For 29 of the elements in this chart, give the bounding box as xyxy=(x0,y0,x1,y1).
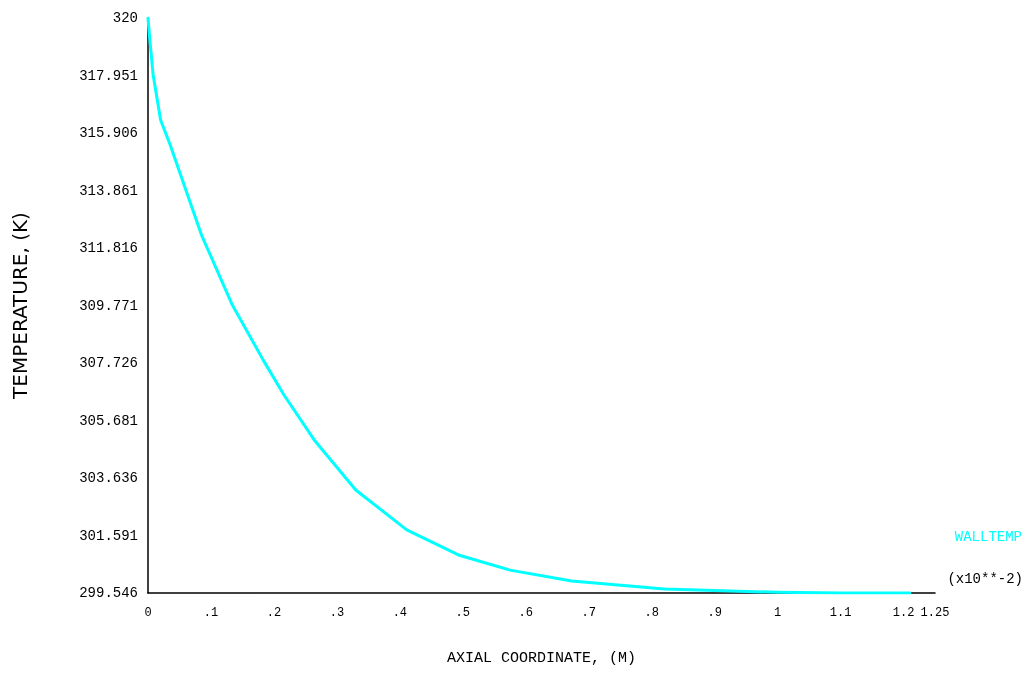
y-tick-label: 311.816 xyxy=(79,240,138,257)
x-tick-label: .1 xyxy=(203,606,219,620)
y-tick-label: 313.861 xyxy=(79,182,138,199)
x-tick-label: 1.1 xyxy=(829,606,852,620)
x-tick-label: 1 xyxy=(774,606,782,620)
y-tick-label: 303.636 xyxy=(79,470,138,487)
y-tick-label: 317.951 xyxy=(79,67,138,84)
y-tick-label: 320 xyxy=(112,10,138,27)
x-tick-label: 1.2 xyxy=(892,606,915,620)
x-tick-label: 1.25 xyxy=(920,606,950,620)
x-tick-label: .8 xyxy=(644,606,659,620)
x-tick-label: 0 xyxy=(144,606,152,620)
x-tick-label: .6 xyxy=(518,606,533,620)
x-tick-label: .2 xyxy=(266,606,282,620)
x-tick-label: .9 xyxy=(707,606,722,620)
y-tick-label: 315.906 xyxy=(79,125,138,142)
text: (x10**-2) xyxy=(947,571,1024,587)
y-tick-label: 299.546 xyxy=(79,585,138,601)
y-tick-label: 305.681 xyxy=(79,412,138,429)
y-axis-title: TEMPERATURE, (K) xyxy=(8,212,32,400)
x-tick-label: .3 xyxy=(329,606,345,620)
x-tick-label: .7 xyxy=(581,606,596,620)
y-tick-label: 309.771 xyxy=(79,297,138,314)
x-tick-label: .4 xyxy=(392,606,408,620)
y-tick-label: 301.591 xyxy=(79,527,138,544)
x-axis-title: AXIAL COORDINATE, (M) xyxy=(446,650,637,667)
y-tick-label: 307.726 xyxy=(79,355,138,372)
x-tick-label: .5 xyxy=(455,606,470,620)
text: WALLTEMP xyxy=(954,529,1023,545)
